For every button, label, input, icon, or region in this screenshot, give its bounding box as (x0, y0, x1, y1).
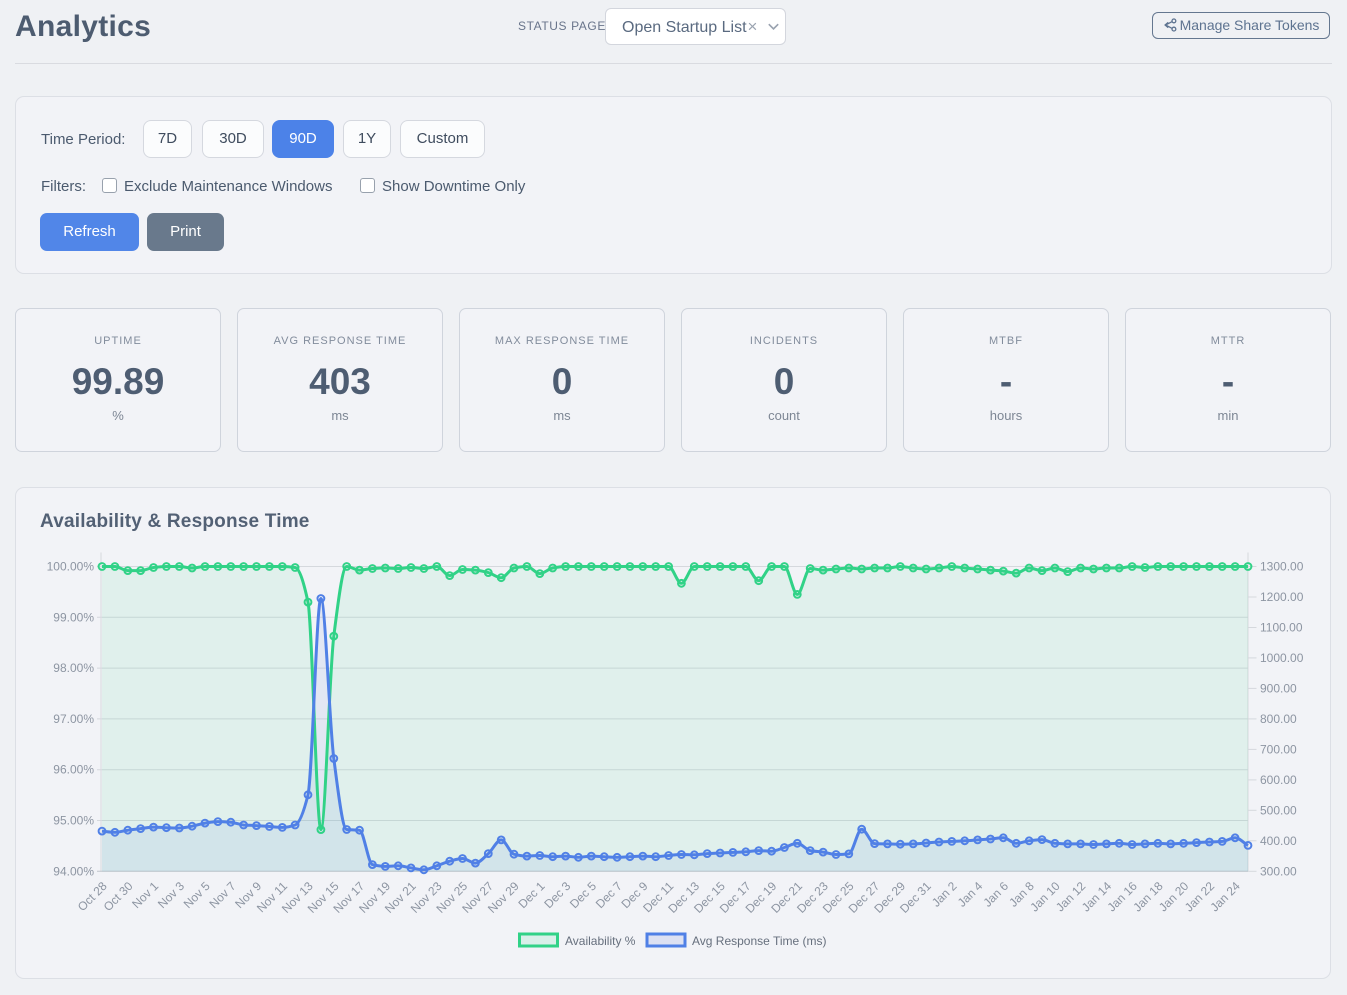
svg-text:95.00%: 95.00% (53, 814, 94, 828)
svg-text:1200.00: 1200.00 (1260, 590, 1304, 604)
svg-text:800.00: 800.00 (1260, 712, 1297, 726)
svg-text:Jan 2: Jan 2 (929, 879, 960, 910)
svg-text:97.00%: 97.00% (53, 712, 94, 726)
svg-text:Dec 7: Dec 7 (593, 879, 625, 911)
svg-text:99.00%: 99.00% (53, 610, 94, 624)
svg-text:Availability %: Availability % (565, 934, 636, 948)
svg-text:500.00: 500.00 (1260, 803, 1297, 817)
svg-text:100.00%: 100.00% (47, 560, 95, 574)
svg-text:1100.00: 1100.00 (1260, 621, 1303, 635)
svg-text:Dec 3: Dec 3 (541, 879, 573, 911)
svg-text:Nov 5: Nov 5 (181, 879, 213, 911)
svg-text:Nov 7: Nov 7 (207, 879, 239, 911)
svg-text:400.00: 400.00 (1260, 834, 1297, 848)
svg-text:96.00%: 96.00% (53, 763, 94, 777)
svg-text:Jan 24: Jan 24 (1208, 879, 1244, 915)
svg-text:Dec 1: Dec 1 (516, 879, 548, 911)
svg-text:Dec 5: Dec 5 (567, 879, 599, 911)
svg-text:1000.00: 1000.00 (1260, 651, 1304, 665)
svg-text:Avg Response Time (ms): Avg Response Time (ms) (692, 934, 827, 948)
svg-text:1300.00: 1300.00 (1260, 560, 1304, 574)
svg-text:900.00: 900.00 (1260, 681, 1297, 695)
svg-text:98.00%: 98.00% (53, 661, 94, 675)
svg-text:Jan 6: Jan 6 (980, 879, 1011, 910)
svg-text:Oct 30: Oct 30 (101, 879, 136, 914)
svg-text:300.00: 300.00 (1260, 864, 1297, 878)
svg-text:Jan 4: Jan 4 (955, 879, 986, 910)
svg-text:Nov 3: Nov 3 (155, 879, 187, 911)
svg-text:700.00: 700.00 (1260, 742, 1297, 756)
svg-text:600.00: 600.00 (1260, 773, 1297, 787)
svg-text:Nov 1: Nov 1 (129, 879, 161, 911)
svg-text:94.00%: 94.00% (53, 864, 94, 878)
